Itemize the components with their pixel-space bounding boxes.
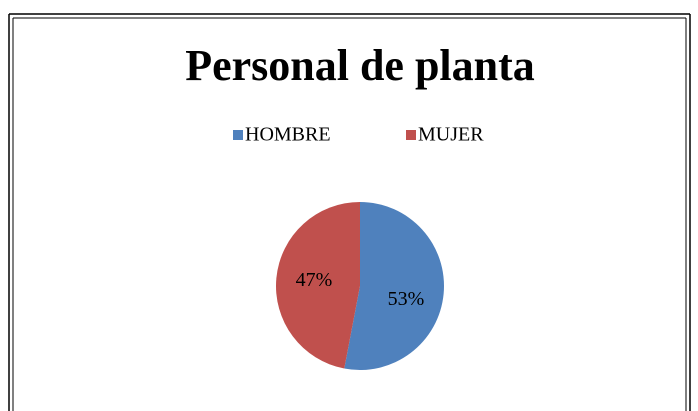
data-label: 47% [296, 269, 333, 291]
legend-swatch [406, 130, 416, 140]
pie-slice [344, 202, 445, 370]
legend-label: HOMBRE [245, 124, 331, 146]
data-label: 53% [388, 288, 425, 310]
pie-slice [276, 202, 360, 369]
legend-label: MUJER [418, 124, 484, 146]
legend-swatch [233, 130, 243, 140]
chart-title: Personal de planta [185, 41, 535, 90]
